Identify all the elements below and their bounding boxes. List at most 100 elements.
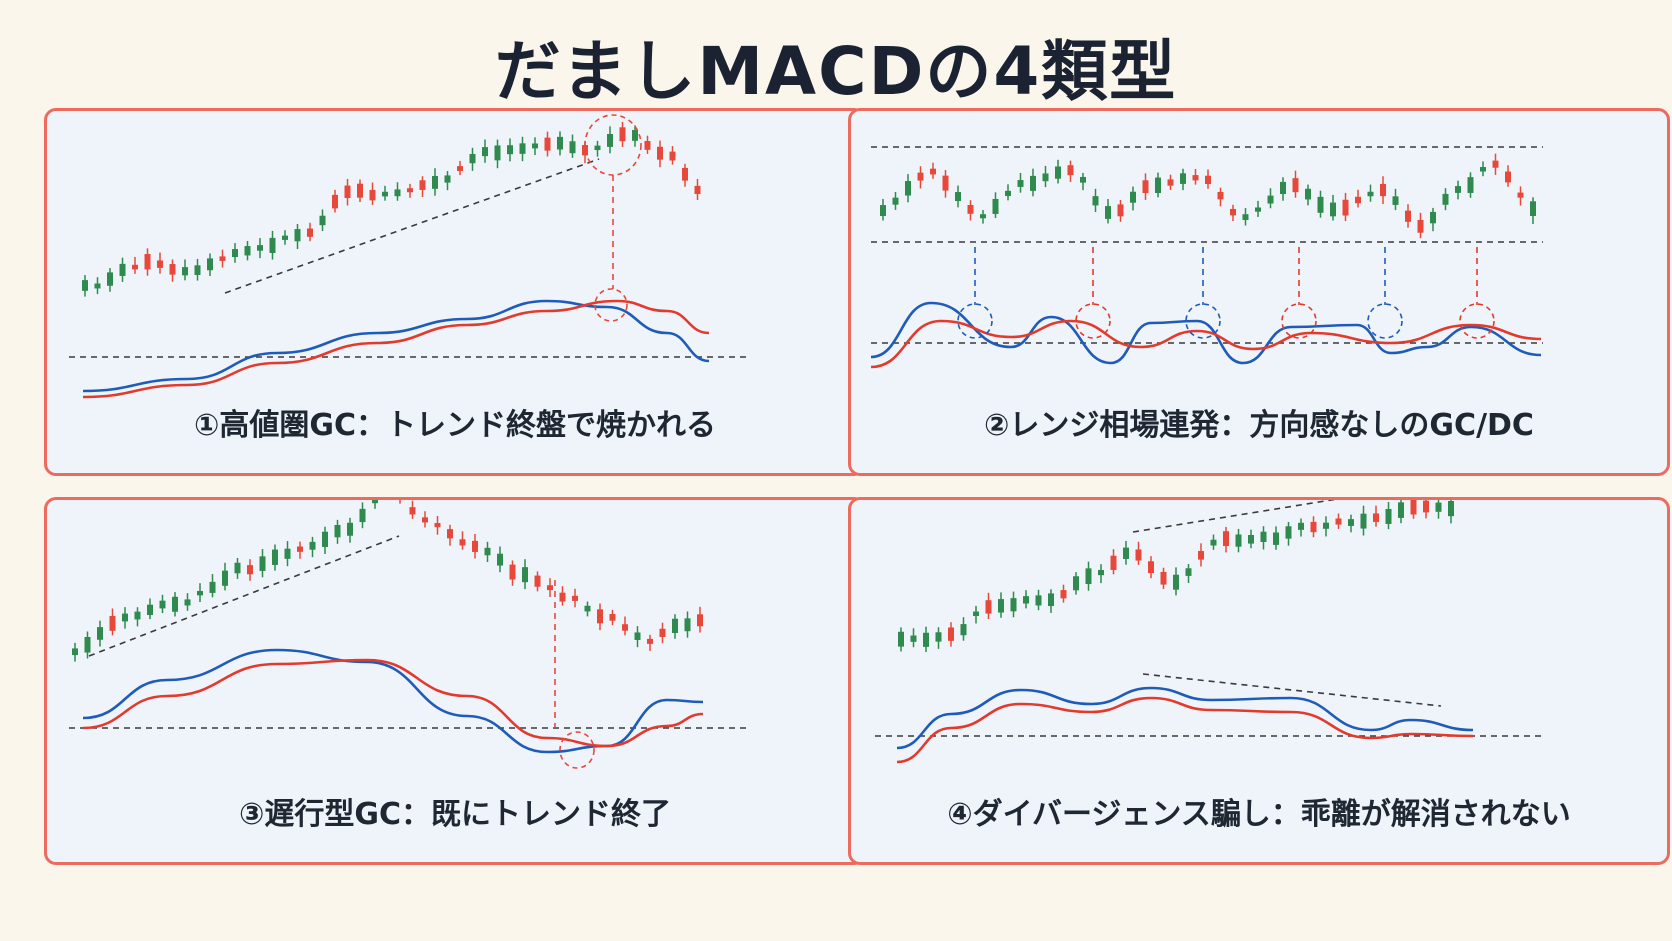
bearish-candle xyxy=(1292,178,1299,193)
bullish-candle xyxy=(134,611,141,620)
bullish-candle xyxy=(1385,508,1392,524)
cross-circle xyxy=(1185,303,1221,339)
bullish-candle xyxy=(955,192,961,202)
bullish-candle xyxy=(244,246,251,256)
bearish-candle xyxy=(1205,175,1211,184)
bullish-candle xyxy=(497,553,503,566)
bullish-candle xyxy=(557,136,563,150)
bearish-candle xyxy=(622,624,628,631)
bullish-candle xyxy=(1180,173,1186,184)
bullish-candle xyxy=(294,229,301,242)
bullish-candle xyxy=(1055,166,1061,179)
signal-line xyxy=(896,696,1474,764)
bullish-candle xyxy=(880,205,886,217)
bearish-candle xyxy=(407,188,413,193)
bearish-candle xyxy=(682,167,688,181)
bearish-candle xyxy=(1167,179,1174,186)
bearish-candle xyxy=(694,185,701,195)
bearish-candle xyxy=(967,204,974,214)
bearish-candle xyxy=(1110,555,1117,570)
chart-divergence-trap xyxy=(875,500,1543,764)
bullish-candle xyxy=(1017,180,1024,187)
chart-lagging-gc xyxy=(69,500,749,769)
bullish-candle xyxy=(1155,177,1161,194)
bullish-candle xyxy=(259,556,266,571)
bearish-candle xyxy=(1373,513,1379,522)
bullish-candle xyxy=(960,624,967,636)
bullish-candle xyxy=(469,153,476,164)
bullish-candle xyxy=(1080,176,1086,183)
caption-high-gc: ①高値圏GC：トレンド終盤で焼かれる xyxy=(193,408,717,443)
bullish-candle xyxy=(980,214,986,219)
bearish-candle xyxy=(169,264,176,275)
panel-divergence-trap: ④ダイバージェンス騙し：乖離が解消されない xyxy=(848,497,1670,865)
page-title: だましMACDの4類型 xyxy=(494,33,1178,110)
bullish-candle xyxy=(973,611,979,616)
bullish-candle xyxy=(532,143,538,149)
cross-circle xyxy=(1367,303,1403,339)
bullish-candle xyxy=(634,632,641,640)
bullish-candle xyxy=(1030,175,1036,191)
bearish-candle xyxy=(619,127,626,142)
bullish-candle xyxy=(1305,188,1311,200)
bearish-candle xyxy=(1060,590,1067,599)
bullish-candle xyxy=(1435,502,1442,512)
bearish-candle xyxy=(1230,208,1236,216)
bearish-candle xyxy=(1410,500,1417,515)
bullish-candle xyxy=(507,145,513,155)
bullish-candle xyxy=(209,581,216,593)
bullish-candle xyxy=(1367,191,1374,197)
bullish-candle xyxy=(482,147,488,157)
bullish-candle xyxy=(97,627,103,640)
bullish-candle xyxy=(282,235,288,240)
bullish-candle xyxy=(1280,181,1286,194)
bearish-candle xyxy=(344,185,351,199)
bullish-candle xyxy=(935,632,942,642)
panel-lagging-gc: ③遅行型GC：既にトレンド終了 xyxy=(44,497,866,865)
bearish-candle xyxy=(1142,180,1149,194)
bearish-candle xyxy=(572,595,578,601)
bullish-candle xyxy=(1530,201,1536,217)
bullish-candle xyxy=(309,541,316,550)
bearish-candle xyxy=(1335,518,1342,525)
macd-trend-line xyxy=(1142,673,1442,707)
macd-line xyxy=(82,648,704,754)
bullish-candle xyxy=(905,181,911,196)
bullish-candle xyxy=(522,567,528,583)
bullish-candle xyxy=(1455,186,1461,193)
bearish-candle xyxy=(1148,561,1154,574)
bearish-candle xyxy=(1135,549,1142,561)
macd-line xyxy=(896,686,1474,750)
bullish-candle xyxy=(272,549,278,565)
bullish-candle xyxy=(519,143,526,154)
bullish-candle xyxy=(1298,522,1304,530)
bearish-candle xyxy=(332,194,338,209)
bearish-candle xyxy=(1505,171,1511,183)
bearish-candle xyxy=(144,254,151,270)
bearish-candle xyxy=(1423,500,1429,513)
bearish-candle xyxy=(472,540,478,552)
bullish-candle xyxy=(1323,522,1329,529)
bullish-candle xyxy=(147,604,153,615)
bullish-candle xyxy=(594,145,601,151)
cross-circle xyxy=(1281,303,1317,339)
bearish-candle xyxy=(459,539,466,546)
bullish-candle xyxy=(1317,196,1324,213)
caption-lagging-gc: ③遅行型GC：既にトレンド終了 xyxy=(238,797,672,832)
bullish-candle xyxy=(1442,193,1449,205)
bullish-candle xyxy=(992,198,999,214)
bullish-candle xyxy=(1035,595,1042,606)
bearish-candle xyxy=(1342,199,1349,216)
bearish-candle xyxy=(1067,165,1074,176)
bullish-candle xyxy=(347,522,353,536)
bearish-candle xyxy=(132,264,138,270)
macd-line xyxy=(870,301,1542,365)
bullish-candle xyxy=(1255,207,1261,212)
bullish-candle xyxy=(234,562,241,574)
bearish-candle xyxy=(1380,183,1386,197)
bullish-candle xyxy=(82,280,88,291)
bullish-candle xyxy=(269,237,276,254)
bullish-candle xyxy=(1392,196,1399,205)
bearish-candle xyxy=(597,609,603,624)
bullish-candle xyxy=(119,263,126,276)
